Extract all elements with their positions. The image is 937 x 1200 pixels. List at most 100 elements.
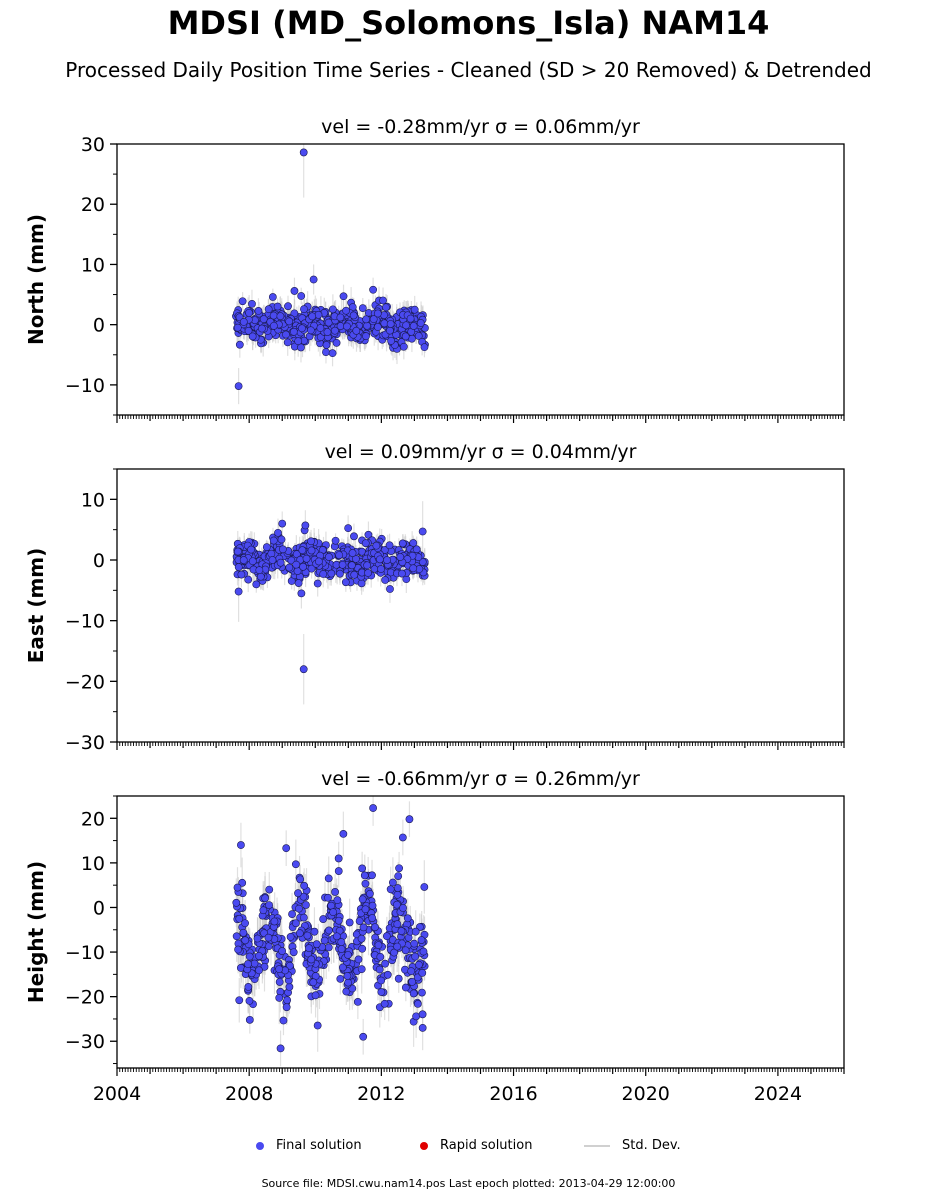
data-point [292, 550, 301, 559]
data-point [282, 330, 290, 339]
panel-frame-north [116, 143, 845, 416]
data-point [398, 539, 407, 548]
data-point [399, 342, 408, 351]
data-point [235, 914, 244, 923]
panel-frame-height [116, 795, 845, 1069]
data-point [338, 560, 347, 569]
data-point [365, 889, 374, 898]
y-tick-label: 30 [81, 134, 105, 156]
data-point [393, 920, 402, 929]
y-tick-label: −20 [65, 987, 105, 1009]
data-point [385, 541, 394, 550]
data-point [401, 332, 410, 341]
data-point [409, 989, 418, 998]
data-point [409, 539, 418, 547]
source-footer: Source file: MDSI.cwu.nam14.pos Last epo… [261, 1177, 676, 1190]
data-point [419, 947, 428, 956]
data-point [376, 952, 385, 961]
data-point [357, 965, 366, 974]
data-point [234, 563, 243, 571]
data-point [288, 910, 296, 919]
data-point [339, 830, 348, 838]
data-point [298, 324, 306, 333]
legend-label-rapid: Rapid solution [440, 1138, 533, 1153]
data-point [312, 940, 321, 949]
panel-frame-east [116, 468, 845, 743]
data-point [290, 287, 299, 295]
data-point [355, 917, 364, 925]
data-point [260, 962, 269, 971]
data-point [335, 551, 344, 560]
data-point [393, 900, 401, 909]
data-point [352, 326, 361, 335]
data-point [336, 313, 345, 322]
data-point [273, 302, 282, 311]
data-point [319, 915, 328, 923]
data-point [278, 947, 287, 955]
data-point [294, 579, 303, 587]
x-tick-label: 2008 [225, 1083, 273, 1105]
data-point [299, 665, 308, 674]
data-point [341, 578, 350, 587]
data-point [402, 321, 410, 330]
data-point [334, 916, 343, 925]
data-point [344, 524, 353, 533]
data-point [362, 332, 370, 341]
data-point [233, 547, 242, 556]
data-point [299, 562, 308, 571]
rapid-solution-marker [420, 1141, 428, 1150]
y-axis-label-height: Height (mm) [24, 861, 48, 1003]
data-point [327, 901, 336, 910]
y-tick-label: −20 [65, 671, 105, 693]
data-point [324, 874, 333, 883]
data-point [350, 570, 359, 579]
data-point [323, 328, 332, 336]
data-point [299, 148, 308, 157]
std-dev-bars-north [235, 144, 426, 405]
panel-title-height: vel = -0.66mm/yr σ = 0.26mm/yr [321, 768, 640, 790]
data-point [269, 311, 278, 320]
data-point [291, 860, 300, 869]
data-point [327, 569, 336, 578]
y-axis-label-east: East (mm) [24, 548, 48, 664]
data-point [397, 927, 406, 935]
legend-item-final: Final solution [256, 1138, 362, 1153]
data-point [418, 968, 427, 977]
data-point [386, 320, 395, 328]
data-point [294, 889, 302, 898]
data-point [295, 904, 303, 913]
data-point [241, 919, 249, 928]
data-point [236, 963, 245, 972]
data-point [409, 564, 418, 573]
y-tick-label: 0 [93, 897, 105, 919]
data-point [285, 317, 294, 326]
data-point [405, 815, 414, 824]
data-point [232, 932, 241, 941]
data-point [285, 563, 294, 572]
data-point [413, 973, 422, 982]
y-tick-label: −10 [65, 942, 105, 964]
data-point [342, 306, 350, 315]
data-point [234, 382, 243, 390]
data-point [368, 914, 377, 922]
data-point [398, 833, 407, 842]
data-point [297, 292, 306, 300]
y-tick-label: −30 [65, 1031, 105, 1053]
data-point [299, 892, 308, 901]
data-point [255, 952, 263, 960]
data-point [377, 976, 386, 985]
data-point [269, 321, 278, 330]
data-point [396, 553, 405, 561]
data-point [371, 923, 379, 932]
data-point [237, 841, 245, 849]
y-tick-label: 0 [93, 315, 105, 337]
data-point [398, 569, 406, 578]
data-point [413, 1000, 422, 1008]
data-point [310, 927, 319, 936]
data-point [372, 541, 381, 550]
data-point [250, 959, 259, 968]
data-point [244, 326, 253, 335]
data-point [369, 804, 378, 812]
data-point [415, 960, 423, 969]
data-point [261, 894, 270, 903]
